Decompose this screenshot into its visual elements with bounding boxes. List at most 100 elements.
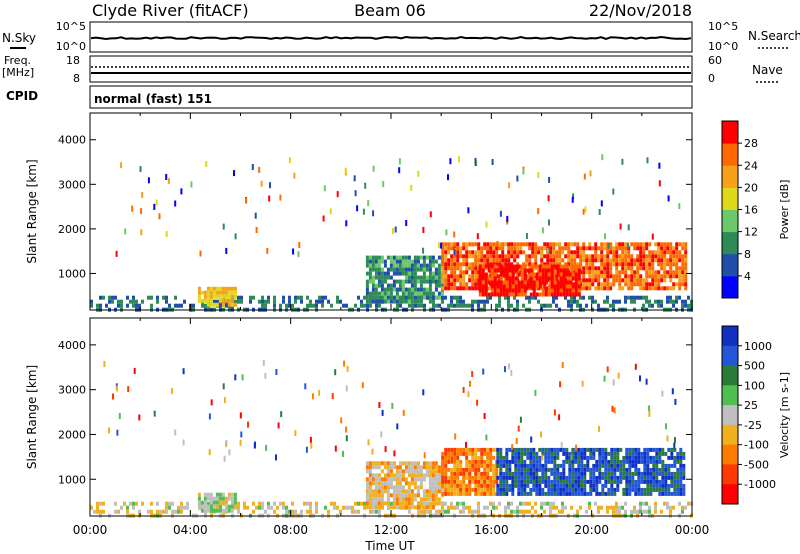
data-cell	[624, 501, 627, 506]
sparse-echo	[222, 383, 225, 390]
data-cell	[404, 267, 408, 272]
data-cell	[526, 463, 530, 468]
data-cell	[654, 282, 658, 287]
data-cell	[227, 302, 231, 307]
data-cell	[684, 250, 688, 255]
data-cell	[648, 509, 651, 514]
data-cell	[517, 467, 521, 472]
data-cell	[386, 255, 390, 260]
data-cell	[642, 266, 646, 271]
data-cell	[380, 291, 384, 296]
data-cell	[425, 465, 429, 470]
data-cell	[309, 501, 312, 506]
data-cell	[477, 254, 481, 259]
data-cell	[657, 299, 660, 304]
data-cell	[594, 250, 598, 255]
data-cell	[598, 459, 602, 464]
data-cell	[556, 292, 560, 297]
data-cell	[645, 262, 649, 267]
data-cell	[546, 254, 550, 259]
data-cell	[318, 295, 321, 300]
data-cell	[661, 467, 665, 472]
data-cell	[453, 254, 457, 259]
data-cell	[389, 287, 393, 292]
data-cell	[507, 299, 510, 304]
data-cell	[591, 299, 594, 304]
data-cell	[480, 475, 484, 480]
sparse-echo	[603, 375, 606, 382]
data-cell	[595, 459, 599, 464]
data-cell	[380, 489, 384, 494]
data-cell	[471, 250, 475, 255]
data-cell	[203, 508, 207, 513]
data-cell	[529, 467, 533, 472]
data-cell	[456, 463, 460, 468]
data-cell	[603, 246, 607, 251]
data-cell	[389, 481, 393, 486]
colorbar-swatch	[722, 165, 738, 188]
data-cell	[354, 509, 357, 514]
data-cell	[108, 295, 111, 300]
data-cell	[676, 491, 680, 496]
data-cell	[633, 299, 636, 304]
data-cell	[534, 262, 538, 267]
data-cell	[634, 471, 638, 476]
data-cell	[642, 258, 646, 263]
data-cell	[434, 283, 438, 288]
sparse-echo	[467, 391, 470, 398]
data-cell	[568, 471, 572, 476]
data-cell	[486, 299, 489, 304]
data-cell	[428, 477, 432, 482]
sparse-echo	[118, 413, 121, 419]
data-cell	[508, 288, 512, 293]
sparse-echo	[378, 402, 381, 408]
data-cell	[556, 284, 560, 289]
data-cell	[538, 292, 542, 297]
data-cell	[679, 491, 683, 496]
sparse-echo	[534, 389, 537, 396]
sparse-echo	[398, 158, 401, 165]
data-cell	[543, 303, 546, 308]
colorbar-tick-label: 12	[744, 226, 758, 239]
data-cell	[480, 250, 484, 255]
data-cell	[666, 299, 669, 304]
data-cell	[610, 471, 614, 476]
data-cell	[529, 276, 533, 281]
sparse-echo	[225, 439, 228, 446]
sparse-echo	[356, 205, 359, 212]
data-cell	[258, 505, 261, 510]
data-cell	[579, 262, 583, 267]
data-cell	[471, 451, 475, 456]
data-cell	[624, 270, 628, 275]
data-cell	[401, 505, 405, 510]
data-cell	[529, 447, 533, 452]
data-cell	[654, 278, 658, 283]
data-cell	[410, 271, 414, 276]
data-cell	[520, 463, 524, 468]
data-cell	[132, 303, 135, 308]
data-cell	[645, 295, 648, 300]
data-cell	[553, 487, 557, 492]
data-cell	[422, 275, 426, 280]
data-cell	[141, 501, 144, 506]
data-cell	[574, 276, 578, 281]
data-cell	[416, 477, 420, 482]
data-cell	[517, 483, 521, 488]
data-cell	[591, 295, 594, 300]
data-cell	[246, 505, 249, 510]
data-cell	[661, 447, 665, 452]
sparse-echo	[394, 226, 397, 233]
data-cell	[546, 303, 549, 308]
data-cell	[529, 455, 533, 460]
sparse-echo	[345, 220, 348, 227]
data-cell	[255, 505, 258, 510]
data-cell	[252, 509, 255, 514]
sparse-echo	[153, 410, 156, 417]
data-cell	[434, 259, 438, 264]
data-cell	[294, 299, 297, 304]
data-cell	[543, 254, 547, 259]
data-cell	[428, 505, 432, 510]
data-cell	[428, 497, 432, 502]
data-cell	[684, 278, 688, 283]
data-cell	[90, 505, 93, 510]
